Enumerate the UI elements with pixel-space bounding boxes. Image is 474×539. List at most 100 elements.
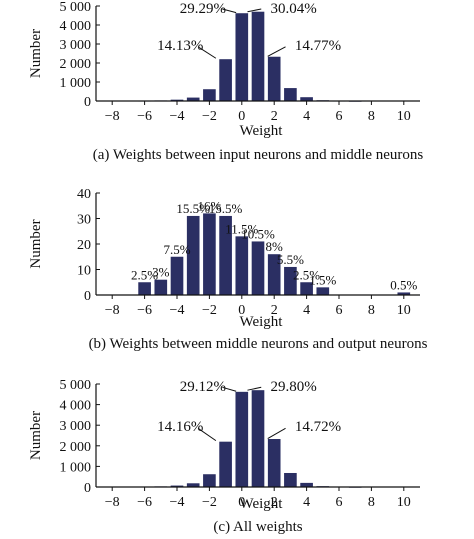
y-tick-label: 5 000 <box>60 0 92 15</box>
x-tick-label: 10 <box>397 109 411 124</box>
x-tick-label: 2 <box>271 109 278 124</box>
x-tick-label: −4 <box>170 495 185 510</box>
bar-value-label: 1.5% <box>309 272 336 287</box>
bar <box>267 56 281 101</box>
bar <box>154 279 168 295</box>
y-axis-label: Number <box>28 411 44 460</box>
y-axis-label: Number <box>28 29 44 78</box>
bar-value-label: 15.5% <box>176 201 210 216</box>
bar <box>219 59 232 101</box>
bar <box>284 88 297 101</box>
x-tick-label: −8 <box>105 109 120 124</box>
percentage-annotation: 29.80% <box>271 379 317 395</box>
y-tick-label: 1 000 <box>60 460 92 475</box>
y-tick-label: 2 000 <box>60 440 92 455</box>
bar <box>235 236 249 295</box>
bar <box>300 482 313 487</box>
chart-panel-c: −8 −6 −4 −2 0 2 4 6 8 10 0 1 000 2 000 3 000 4 000 5 00… <box>28 378 420 535</box>
bar-value-label: 11.5% <box>225 221 258 236</box>
bar <box>170 99 184 101</box>
x-tick-label: 6 <box>336 303 343 318</box>
percentage-annotation: 30.04% <box>271 1 317 17</box>
x-tick-label: −6 <box>137 109 152 124</box>
x-tick-label: −6 <box>137 495 152 510</box>
bar <box>300 97 313 101</box>
chart-caption: (b) Weights between middle neurons and o… <box>89 336 428 352</box>
annotation-pointer <box>267 46 286 57</box>
bar <box>397 292 411 295</box>
percentage-annotation: 14.72% <box>295 419 341 435</box>
x-tick-label: −6 <box>137 303 152 318</box>
x-tick-label: 8 <box>368 109 375 124</box>
x-tick-label: 2 <box>271 495 278 510</box>
x-tick-label: 6 <box>336 109 343 124</box>
percentage-annotation: 29.29% <box>180 1 226 17</box>
x-tick-label: −4 <box>170 303 185 318</box>
annotation-pointer <box>197 427 217 442</box>
x-tick-label: −4 <box>170 109 185 124</box>
x-tick-label: 8 <box>368 303 375 318</box>
bar-value-label: 8% <box>266 239 284 254</box>
bar <box>316 287 330 295</box>
x-tick-label: 0 <box>238 495 245 510</box>
bar-value-label: 10.5% <box>241 226 275 241</box>
x-tick-label: −2 <box>202 495 217 510</box>
bar <box>251 390 265 487</box>
y-tick-label: 0 <box>84 289 91 304</box>
x-tick-label: 4 <box>303 109 310 124</box>
bar-value-label: 0.5% <box>390 277 417 292</box>
bar-value-label: 5.5% <box>277 252 304 267</box>
x-axis-label: Weight <box>240 496 284 512</box>
annotation-pointer <box>247 8 262 13</box>
bar <box>284 266 297 295</box>
bar <box>219 441 232 487</box>
annotation-pointer <box>197 46 217 59</box>
x-tick-label: −2 <box>202 303 217 318</box>
percentage-annotation: 14.77% <box>295 38 341 54</box>
bar <box>300 282 313 295</box>
percentage-annotation: 29.12% <box>180 379 226 395</box>
y-tick-label: 5 000 <box>60 378 92 393</box>
y-tick-label: 4 000 <box>60 399 92 414</box>
x-tick-label: 10 <box>397 495 411 510</box>
bar <box>235 391 249 487</box>
annotation-pointer <box>247 386 262 391</box>
bar <box>251 11 265 102</box>
x-tick-label: 4 <box>303 495 310 510</box>
y-tick-label: 0 <box>84 481 91 496</box>
x-tick-label: 4 <box>303 303 310 318</box>
y-tick-label: 3 000 <box>60 419 92 434</box>
x-tick-label: 0 <box>238 109 245 124</box>
bar-value-label: 7.5% <box>163 242 190 257</box>
bar <box>203 89 216 101</box>
y-axis-label: Number <box>28 219 44 268</box>
y-tick-label: 10 <box>77 264 91 279</box>
bar <box>203 474 216 487</box>
bar <box>203 213 216 295</box>
bar <box>235 13 249 101</box>
annotation-pointer <box>222 8 237 14</box>
x-axis-label: Weight <box>240 123 284 139</box>
bar <box>267 254 281 295</box>
x-tick-label: −8 <box>105 303 120 318</box>
bar-value-label: 2.5% <box>293 267 320 282</box>
bar <box>267 439 281 487</box>
chart-panel-b: −8 −6 −4 −2 0 2 4 6 8 10 0 10 20 30 40 Weight Number (b) … <box>28 187 428 352</box>
y-tick-label: 3 000 <box>60 38 92 53</box>
x-tick-label: 0 <box>238 303 245 318</box>
annotation-pointer <box>267 427 286 440</box>
x-tick-label: 8 <box>368 495 375 510</box>
annotation-pointer <box>222 386 237 392</box>
x-tick-label: 10 <box>397 303 411 318</box>
bar <box>186 483 200 487</box>
bar-value-label: 16% <box>197 198 221 213</box>
bar-value-label: 2.5% <box>131 267 158 282</box>
y-tick-label: 20 <box>77 238 91 253</box>
bar <box>186 215 200 295</box>
percentage-annotation: 14.16% <box>157 419 203 435</box>
bar <box>251 241 265 295</box>
chart-panel-a: −8 −6 −4 −2 0 2 4 6 8 10 0 1 000 2 000 3 000 4 000 5 00… <box>28 0 423 163</box>
x-tick-label: −8 <box>105 495 120 510</box>
bar <box>170 485 184 487</box>
